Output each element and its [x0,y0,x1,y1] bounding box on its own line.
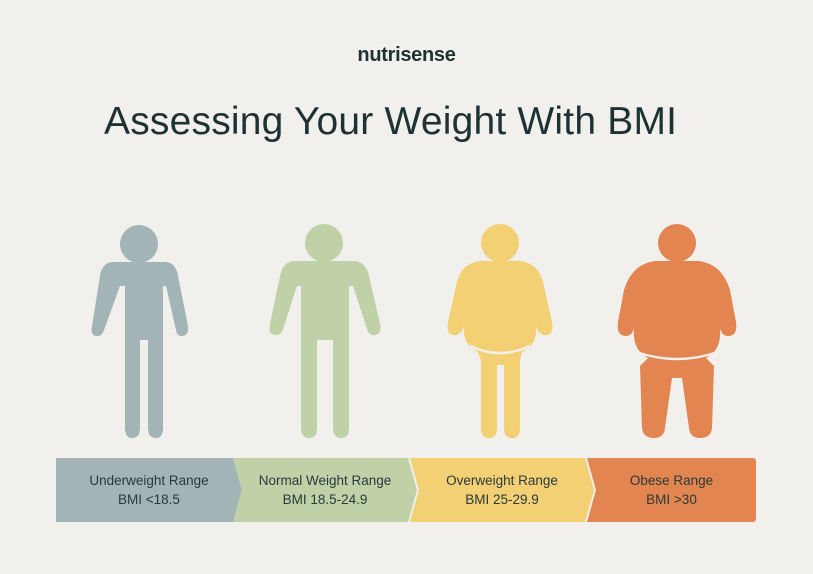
underweight-figure-icon [91,225,189,438]
range-label: Normal Weight Range [258,473,392,488]
range-bmi: BMI 25-29.9 [465,492,539,507]
range-bmi: BMI 18.5-24.9 [282,492,368,507]
range-label: Obese Range [629,473,714,488]
range-bar-underweight: Underweight Range BMI <18.5 [56,458,242,522]
range-bmi: BMI >30 [646,492,697,507]
range-bar-overweight: Overweight Range BMI 25-29.9 [410,458,594,522]
range-bar-normal: Normal Weight Range BMI 18.5-24.9 [233,458,417,522]
range-label: Underweight Range [89,473,209,488]
overweight-figure-icon [447,224,553,438]
brand-logo: nutrisense [357,44,456,66]
obese-figure-icon [617,224,737,438]
range-label: Overweight Range [446,473,558,488]
range-bar-obese: Obese Range BMI >30 [587,458,756,522]
normal-weight-figure-icon [269,224,381,438]
range-bmi: BMI <18.5 [118,492,180,507]
page-title: Assessing Your Weight With BMI [104,100,678,143]
